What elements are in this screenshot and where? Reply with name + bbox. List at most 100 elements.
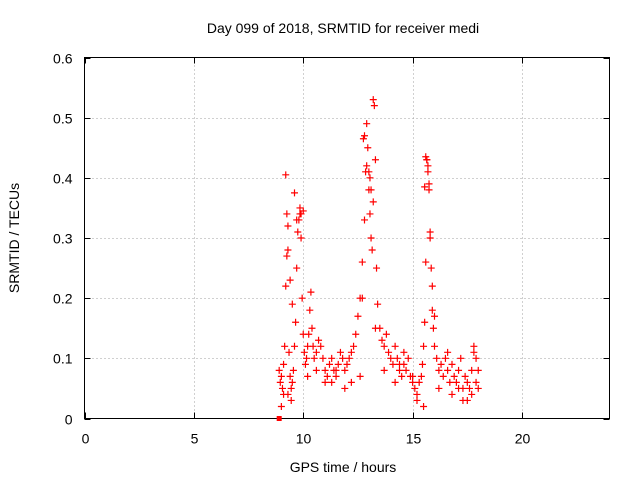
data-point xyxy=(421,318,429,326)
data-point xyxy=(474,384,482,392)
data-point xyxy=(441,354,449,362)
data-point xyxy=(304,372,312,380)
data-point xyxy=(276,378,284,386)
data-point xyxy=(468,366,476,374)
data-point xyxy=(426,228,434,236)
data-point xyxy=(391,342,399,350)
data-point xyxy=(284,390,292,398)
data-point xyxy=(280,360,288,368)
data-point xyxy=(444,366,452,374)
data-point xyxy=(292,318,300,326)
data-point xyxy=(358,294,366,302)
data-point xyxy=(323,372,331,380)
data-point xyxy=(278,384,286,392)
data-point xyxy=(378,336,386,344)
data-point xyxy=(309,342,317,350)
y-tick-label: 0.3 xyxy=(53,231,73,247)
data-point xyxy=(455,384,463,392)
data-point xyxy=(385,348,393,356)
x-tick-label: 0 xyxy=(82,431,90,447)
data-point xyxy=(450,372,458,380)
data-point xyxy=(282,282,290,290)
data-point xyxy=(363,162,371,170)
data-point xyxy=(321,366,329,374)
data-point xyxy=(472,378,480,386)
x-tick-label: 20 xyxy=(515,431,531,447)
data-point xyxy=(418,360,426,368)
data-point xyxy=(413,396,421,404)
data-point xyxy=(284,222,292,230)
y-tick-label: 0.6 xyxy=(53,51,73,67)
chart-title: Day 099 of 2018, SRMTID for receiver med… xyxy=(207,20,479,36)
data-point xyxy=(287,396,295,404)
data-point xyxy=(286,276,294,284)
data-point xyxy=(305,330,313,338)
data-point xyxy=(361,216,368,224)
data-point xyxy=(288,300,296,308)
data-point xyxy=(431,312,438,320)
data-point xyxy=(328,354,336,362)
data-point xyxy=(424,168,432,176)
y-tick-label: 0.4 xyxy=(53,171,73,187)
data-point xyxy=(400,348,408,356)
data-point xyxy=(347,348,355,356)
data-point xyxy=(421,183,429,191)
data-point xyxy=(463,378,471,386)
data-point xyxy=(317,342,325,350)
data-point xyxy=(277,402,285,410)
data-points xyxy=(275,96,482,421)
data-point xyxy=(294,228,302,236)
data-point xyxy=(420,402,428,410)
data-point xyxy=(470,348,478,356)
data-point xyxy=(366,210,374,218)
data-point xyxy=(281,342,289,350)
data-point xyxy=(367,186,375,194)
y-tick-label: 0.1 xyxy=(53,351,73,367)
data-point xyxy=(361,132,368,140)
data-point xyxy=(374,300,382,308)
data-point xyxy=(382,330,390,338)
data-point xyxy=(341,384,349,392)
data-point xyxy=(354,312,362,320)
data-point xyxy=(293,216,301,224)
data-point xyxy=(364,144,372,152)
data-point xyxy=(307,288,315,296)
data-point xyxy=(296,204,304,212)
data-point xyxy=(428,282,436,290)
data-point xyxy=(347,378,355,386)
data-point xyxy=(356,372,364,380)
data-point xyxy=(422,153,430,161)
data-point xyxy=(369,96,377,104)
data-point xyxy=(293,264,301,272)
data-point xyxy=(448,390,456,398)
data-point xyxy=(425,180,433,188)
data-point xyxy=(350,342,358,350)
y-tick-label: 0.5 xyxy=(53,111,73,127)
data-point xyxy=(402,366,410,374)
data-point xyxy=(283,210,291,218)
data-point xyxy=(426,234,434,242)
data-point xyxy=(398,372,406,380)
data-point xyxy=(300,348,308,356)
data-point xyxy=(435,384,443,392)
data-point xyxy=(371,324,379,332)
data-point xyxy=(291,189,298,197)
data-point xyxy=(428,306,436,314)
data-point xyxy=(326,360,333,368)
data-point xyxy=(433,354,441,362)
data-point xyxy=(409,372,417,380)
data-point xyxy=(380,366,388,374)
data-point xyxy=(315,336,323,344)
data-point xyxy=(291,342,298,350)
data-point xyxy=(373,264,381,272)
data-point xyxy=(457,354,465,362)
data-point xyxy=(439,372,447,380)
y-tick-label: 0 xyxy=(65,412,73,428)
data-point xyxy=(371,156,379,164)
data-point xyxy=(310,354,318,362)
data-point xyxy=(277,372,285,380)
data-point xyxy=(332,366,340,374)
data-point xyxy=(380,342,388,350)
data-point xyxy=(425,186,433,194)
